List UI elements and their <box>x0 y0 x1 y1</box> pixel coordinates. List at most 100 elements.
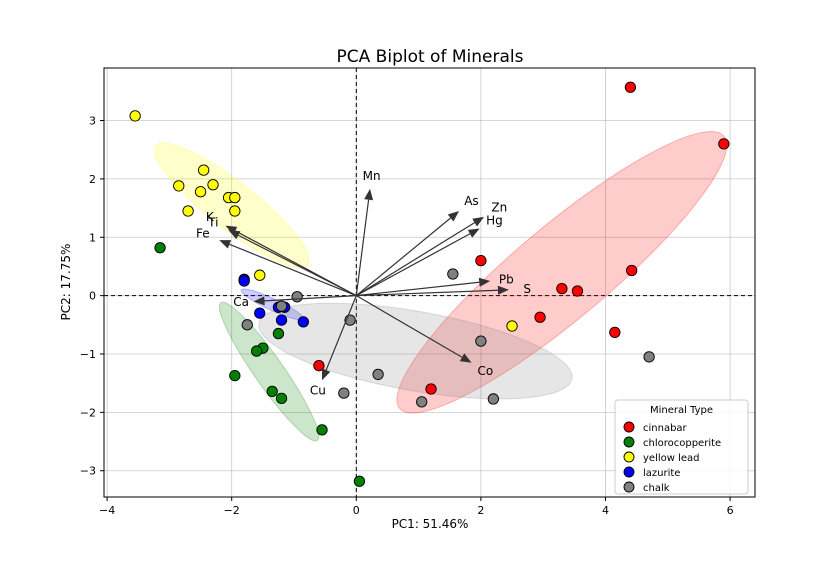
data-point-yellow-lead <box>207 179 219 191</box>
data-point-chlorocopperite <box>266 385 278 398</box>
data-point-chalk <box>291 291 303 303</box>
legend-label-cinnabar: cinnabar <box>643 423 688 434</box>
legend-marker-chlorocopperite <box>623 436 635 448</box>
data-point-chalk <box>338 387 350 399</box>
x-tick-label: −2 <box>224 504 240 517</box>
loading-label-Co: Co <box>478 364 494 378</box>
loading-label-S: S <box>523 282 531 296</box>
loading-label-Zn: Zn <box>491 200 507 214</box>
legend-marker-yellow-lead <box>623 451 635 463</box>
data-point-chlorocopperite <box>229 369 241 382</box>
loading-arrow-Zn <box>355 222 475 297</box>
data-point-chalk <box>447 268 459 280</box>
legend-label-yellow-lead: yellow lead <box>643 453 700 464</box>
loading-label-Fe: Fe <box>196 227 210 241</box>
loading-arrowhead-Pb <box>478 277 491 287</box>
confidence-ellipse-chlorocopperite <box>218 301 320 442</box>
loading-label-Ca: Ca <box>233 295 249 309</box>
data-point-chalk <box>275 300 288 312</box>
data-point-cinnabar <box>534 311 546 323</box>
loading-arrow-As <box>355 217 451 297</box>
legend: Mineral Type cinnabar chlorocopperite yello… <box>614 399 749 495</box>
confidence-ellipse-yellow-lead <box>153 142 310 268</box>
data-point-lazurite <box>275 314 288 326</box>
x-tick-label: −4 <box>99 504 115 517</box>
legend-marker-cinnabar <box>623 421 635 433</box>
data-point-yellow-lead <box>229 191 241 204</box>
data-point-cinnabar <box>718 138 730 150</box>
legend-title: Mineral Type <box>650 405 713 416</box>
data-point-yellow-lead <box>254 269 266 281</box>
loading-label-Cu: Cu <box>310 383 326 397</box>
loading-arrowhead-Fe <box>219 240 232 249</box>
loading-arrowhead-Cu <box>321 368 331 381</box>
data-point-chalk <box>241 319 253 331</box>
data-point-chalk <box>487 393 500 405</box>
data-point-cinnabar <box>624 81 637 93</box>
loading-arrowhead-K <box>225 225 238 235</box>
axes-frame <box>103 67 756 498</box>
data-point-cinnabar <box>475 254 487 267</box>
data-point-lazurite <box>297 316 309 328</box>
x-axis-label: PC1: 51.46% <box>392 517 469 531</box>
loading-label-Ti: Ti <box>207 215 218 229</box>
y-tick-label: −1 <box>80 348 96 361</box>
loading-arrow-S <box>356 289 498 297</box>
loading-label-Hg: Hg <box>486 213 503 227</box>
loading-label-Mn: Mn <box>363 169 381 183</box>
y-axis-label: PC2: 17.75% <box>59 244 73 321</box>
y-tick-label: 2 <box>89 173 96 186</box>
legend-marker-lazurite <box>623 466 635 478</box>
legend-label-lazurite: lazurite <box>643 468 680 479</box>
loading-arrow-Ca <box>264 295 357 302</box>
data-point-chlorocopperite <box>154 242 166 254</box>
data-point-cinnabar <box>425 383 437 395</box>
loading-label-K: K <box>206 210 215 224</box>
legend-label-chalk: chalk <box>643 483 670 494</box>
loading-arrowhead-Ti <box>228 230 241 240</box>
x-tick-label: 6 <box>727 504 734 517</box>
data-point-chalk <box>372 368 384 381</box>
loading-arrow-Fe <box>229 243 357 297</box>
loading-arrow-Co <box>355 295 463 358</box>
data-point-chlorocopperite <box>316 424 328 436</box>
data-point-cinnabar <box>556 282 568 295</box>
data-point-yellow-lead <box>229 205 241 217</box>
data-point-chlorocopperite <box>353 475 366 487</box>
data-point-yellow-lead <box>173 180 185 192</box>
data-point-yellow-lead <box>182 205 194 217</box>
data-point-yellow-lead <box>194 186 207 198</box>
loading-arrowhead-S <box>497 285 509 295</box>
loading-arrowhead-Zn <box>472 216 485 227</box>
data-point-cinnabar <box>571 285 584 297</box>
y-tick-label: 0 <box>89 290 96 303</box>
data-point-yellow-lead <box>506 320 518 332</box>
loading-label-As: As <box>464 194 478 208</box>
legend-box <box>614 399 749 495</box>
loading-label-Pb: Pb <box>499 272 514 286</box>
x-tick-label: 4 <box>602 504 609 517</box>
confidence-ellipse-chalk <box>258 302 573 400</box>
data-point-chlorocopperite <box>250 345 263 357</box>
loading-arrowhead-As <box>447 211 460 222</box>
loading-arrowhead-Hg <box>467 228 480 238</box>
loading-arrow-Pb <box>356 281 480 297</box>
data-point-lazurite <box>254 307 266 319</box>
legend-label-chlorocopperite: chlorocopperite <box>643 438 721 449</box>
data-point-yellow-lead <box>198 164 210 176</box>
loading-arrow-Ti <box>238 234 357 297</box>
chart-title: PCA Biplot of Minerals <box>337 47 524 67</box>
data-point-chalk <box>643 351 655 363</box>
x-tick-label: 0 <box>353 504 360 517</box>
loading-arrowhead-Co <box>459 353 472 363</box>
y-tick-label: 3 <box>89 115 96 128</box>
data-point-chalk <box>475 335 487 347</box>
data-point-chlorocopperite <box>272 327 285 340</box>
data-point-yellow-lead <box>129 110 141 122</box>
y-tick-label: −2 <box>80 406 96 419</box>
loading-arrow-Cu <box>325 295 357 371</box>
legend-marker-chalk <box>623 481 635 493</box>
